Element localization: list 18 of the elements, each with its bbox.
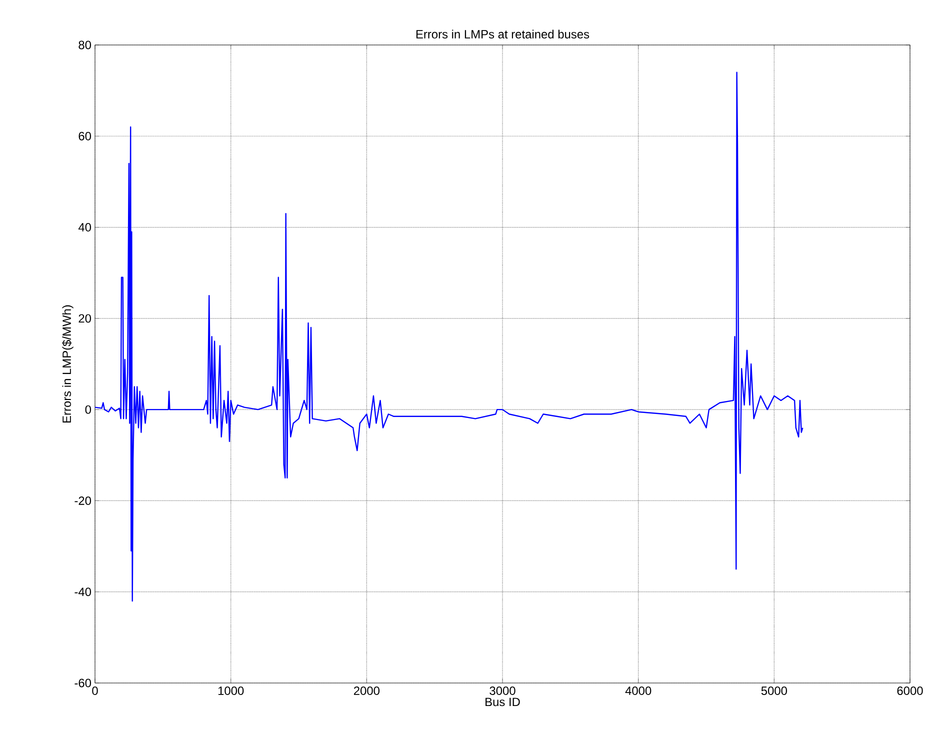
x-tick-label: 5000: [761, 686, 787, 695]
x-tick-label: 4000: [625, 686, 652, 695]
x-tick-label: 0: [92, 686, 98, 695]
y-tick-label: 0: [85, 405, 92, 414]
y-tick-label: 60: [78, 132, 92, 140]
y-axis-title: Errors in LMP($/MWh): [62, 305, 74, 422]
chart-title: Errors in LMPs at retained buses: [416, 30, 590, 38]
y-tick-label: 80: [78, 40, 92, 50]
x-tick-label: 2000: [354, 686, 380, 695]
x-tick-label: 6000: [897, 686, 923, 695]
y-tick-label: -20: [74, 496, 92, 505]
x-tick-label: 1000: [218, 686, 244, 695]
x-tick-label: 3000: [490, 686, 516, 695]
x-axis-title: Bus ID: [486, 698, 520, 706]
y-tick-label: -40: [74, 588, 92, 596]
y-tick-label: 40: [78, 223, 92, 232]
y-tick-label: 20: [78, 314, 92, 323]
y-tick-label: -60: [74, 678, 92, 688]
